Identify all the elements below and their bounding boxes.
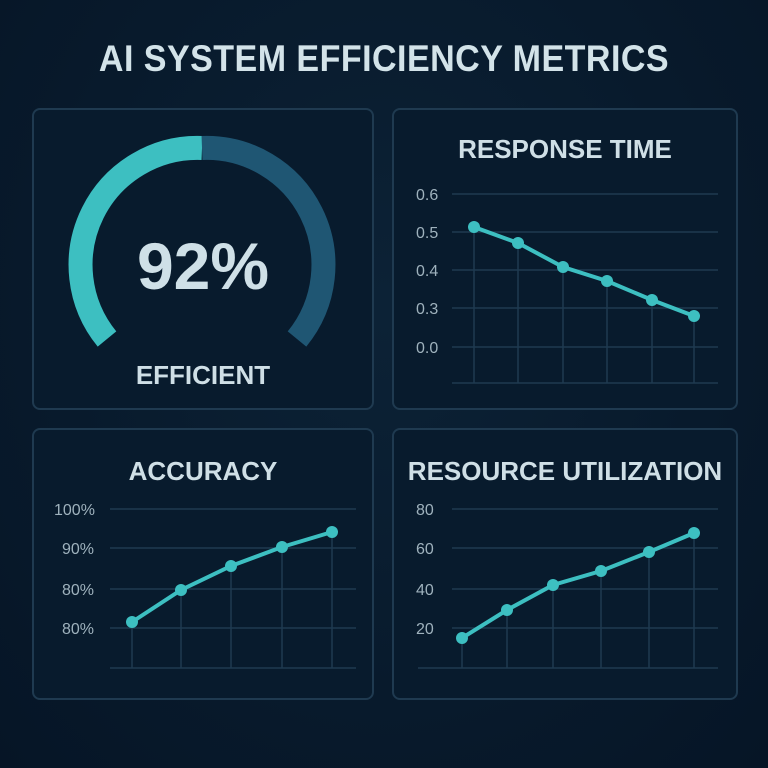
- response-time-panel: RESPONSE TIME 0.6 0.5 0.4 0.3 0.0: [392, 108, 738, 410]
- efficiency-label: EFFICIENT: [135, 360, 271, 390]
- response-time-chart: 0.6 0.5 0.4 0.3 0.0: [416, 187, 718, 384]
- accuracy-chart: 100% 90% 80% 80%: [54, 502, 356, 669]
- efficiency-gauge: [68, 135, 336, 347]
- svg-text:0.4: 0.4: [416, 263, 438, 280]
- svg-text:60: 60: [416, 541, 434, 558]
- svg-text:40: 40: [416, 582, 434, 599]
- svg-text:80%: 80%: [62, 582, 94, 599]
- page-title: AI SYSTEM EFFICIENCY METRICS: [98, 38, 670, 79]
- svg-text:20: 20: [416, 621, 434, 638]
- efficiency-panel: 92% EFFICIENT: [32, 108, 374, 410]
- resource-utilization-panel: RESOURCE UTILIZATION 80 60 40 20: [392, 428, 738, 700]
- svg-text:0.6: 0.6: [416, 187, 438, 204]
- svg-text:80: 80: [416, 502, 434, 519]
- svg-text:0.0: 0.0: [416, 340, 438, 357]
- svg-text:0.5: 0.5: [416, 225, 438, 242]
- resource-utilization-title: RESOURCE UTILIZATION: [407, 456, 723, 486]
- svg-text:100%: 100%: [54, 502, 95, 519]
- efficiency-value: 92%: [136, 229, 270, 303]
- accuracy-title: ACCURACY: [128, 456, 278, 486]
- svg-text:0.3: 0.3: [416, 301, 438, 318]
- accuracy-panel: ACCURACY 100% 90% 80% 80%: [32, 428, 374, 700]
- response-time-title: RESPONSE TIME: [458, 134, 672, 164]
- svg-text:80%: 80%: [62, 621, 94, 638]
- resource-utilization-chart: 80 60 40 20: [416, 502, 718, 669]
- svg-text:90%: 90%: [62, 541, 94, 558]
